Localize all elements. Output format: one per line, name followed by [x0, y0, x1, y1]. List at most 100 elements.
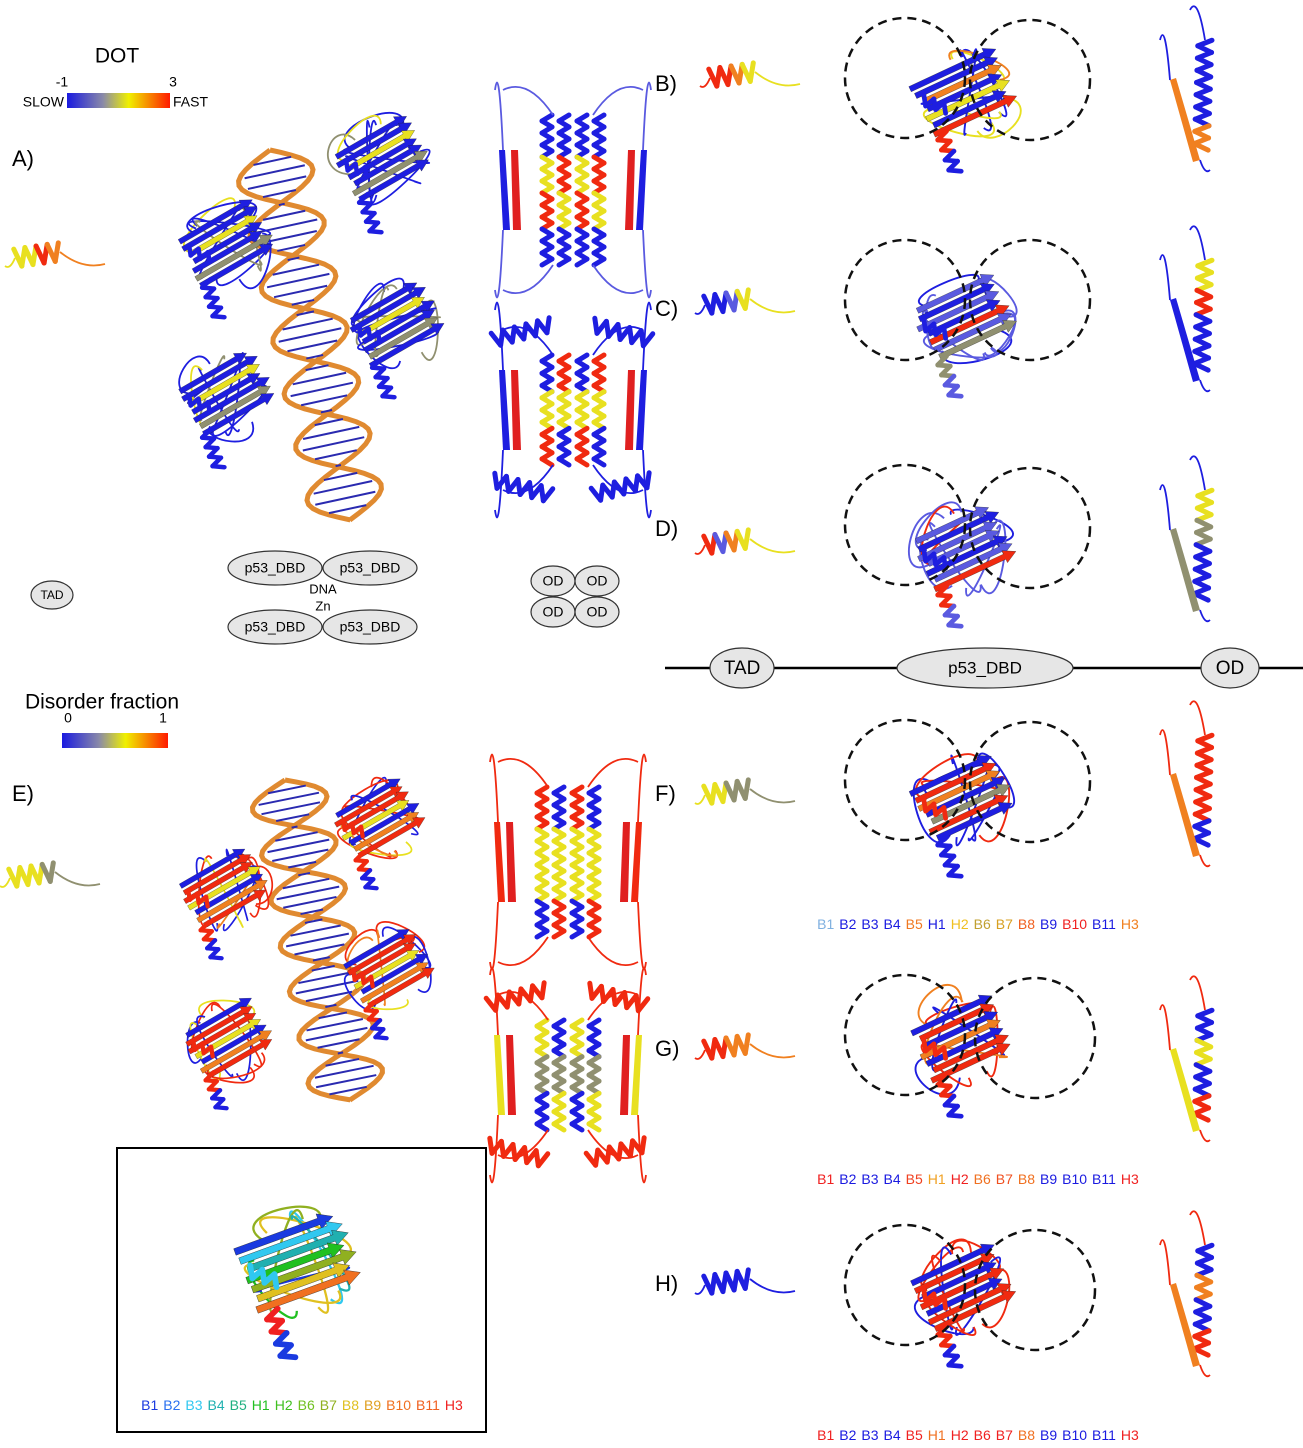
ribbon-group — [492, 470, 556, 504]
helix-segment — [586, 1121, 602, 1133]
helix-segment — [574, 456, 590, 468]
base-pair — [305, 990, 353, 1003]
base-pair — [282, 877, 330, 890]
strand — [358, 159, 429, 202]
segment-legend: B1 B2 B3 B4 B5 H1 H2 B6 B7 B8 B9 B10 B11 H3 — [141, 1397, 463, 1413]
base-pair — [315, 1074, 377, 1089]
helix-segment — [1191, 1111, 1211, 1123]
ribbon-group — [488, 315, 552, 348]
helix-segment — [210, 463, 227, 470]
base-pair — [296, 310, 315, 317]
base-pair — [287, 339, 338, 353]
ribbon-group — [539, 112, 555, 268]
helix-segment — [535, 1151, 551, 1169]
helix-segment — [640, 331, 656, 349]
loop — [642, 449, 652, 519]
ribbon-group — [1159, 700, 1215, 868]
strand — [499, 370, 510, 450]
base-pair — [298, 871, 311, 877]
ribbon-group — [343, 158, 369, 180]
ribbon-group — [1191, 487, 1215, 603]
strand — [181, 356, 258, 402]
dna-strand — [258, 777, 385, 1103]
loop — [1189, 5, 1206, 41]
base-pair — [290, 381, 354, 398]
ribbon-group — [587, 980, 651, 1014]
ribbon-group — [334, 778, 426, 859]
segment-label: B10 — [1062, 1171, 1087, 1187]
strand — [1170, 78, 1200, 162]
loop — [489, 966, 499, 1036]
ribbon-group — [921, 1287, 948, 1311]
ribbon-group — [694, 777, 796, 806]
loop — [642, 301, 652, 371]
strand — [636, 150, 647, 230]
zn-label: Zn — [315, 598, 330, 613]
strand — [335, 122, 412, 169]
segment-label: B8 — [1018, 1427, 1035, 1443]
dashed-circle — [843, 16, 967, 140]
loop — [913, 1294, 975, 1336]
helix-segment — [742, 777, 751, 801]
strand — [918, 1003, 994, 1042]
ribbon-group — [236, 147, 384, 523]
ribbon-group — [551, 1017, 567, 1133]
ribbon-group — [341, 818, 365, 839]
loop — [494, 229, 504, 299]
helix-segment — [363, 885, 379, 891]
strand — [194, 234, 273, 282]
segment-label: B11 — [1092, 1427, 1116, 1443]
strand — [334, 786, 403, 828]
loop — [1199, 379, 1211, 393]
helix-segment — [52, 240, 61, 264]
helix-segment — [205, 249, 212, 265]
ribbon-group — [556, 112, 572, 268]
base-pair — [300, 908, 324, 916]
base-pair — [291, 825, 298, 829]
ribbon-group — [935, 833, 964, 879]
strand — [187, 1013, 257, 1055]
ribbon-group — [488, 301, 656, 519]
helix-segment — [946, 1112, 964, 1119]
strand — [203, 889, 267, 928]
segment-label: B3 — [861, 1171, 878, 1187]
ribbon-group — [249, 777, 385, 1103]
helix-segment — [941, 555, 948, 571]
loop — [198, 999, 256, 1019]
ribbon-group — [701, 527, 751, 556]
base-pair — [291, 298, 315, 306]
strand — [936, 802, 1013, 841]
segment-label: B5 — [230, 1397, 247, 1413]
segment-label: B8 — [1018, 1171, 1035, 1187]
loop — [694, 544, 706, 555]
helix-segment — [946, 392, 964, 399]
segment-label: B5 — [906, 1427, 923, 1443]
base-pair — [306, 353, 324, 360]
dashed-circles — [843, 16, 1097, 1352]
segment-legend: B1 B2 B3 B4 B5 H1 H2 B6 B7 B8 B9 B10 B11 H3 — [817, 1427, 1139, 1443]
ribbon-group — [356, 323, 382, 345]
helix-segment — [539, 456, 555, 468]
segment-legend: B1 B2 B3 B4 B5 H1 H2 B6 B7 B8 B9 B10 B11 H3 — [817, 1171, 1139, 1187]
dashed-circle — [843, 973, 967, 1097]
ribbon-group — [556, 352, 572, 468]
helix-segment — [367, 228, 384, 235]
dashed-circle — [843, 718, 967, 842]
strand — [914, 56, 998, 99]
base-pair — [305, 1026, 368, 1042]
dashed-circle — [968, 18, 1092, 142]
base-pair — [302, 436, 365, 452]
base-pair — [320, 408, 333, 414]
helix-segment — [946, 1362, 964, 1369]
segment-label: B2 — [839, 1427, 856, 1443]
strand — [335, 778, 401, 818]
strand — [1170, 1283, 1200, 1367]
loop — [489, 1114, 499, 1184]
segment-label: B3 — [861, 916, 878, 932]
base-pair — [253, 155, 292, 166]
helix-segment — [551, 928, 567, 940]
loop — [592, 86, 644, 116]
segment-label: H2 — [951, 916, 969, 932]
strand — [511, 370, 521, 450]
